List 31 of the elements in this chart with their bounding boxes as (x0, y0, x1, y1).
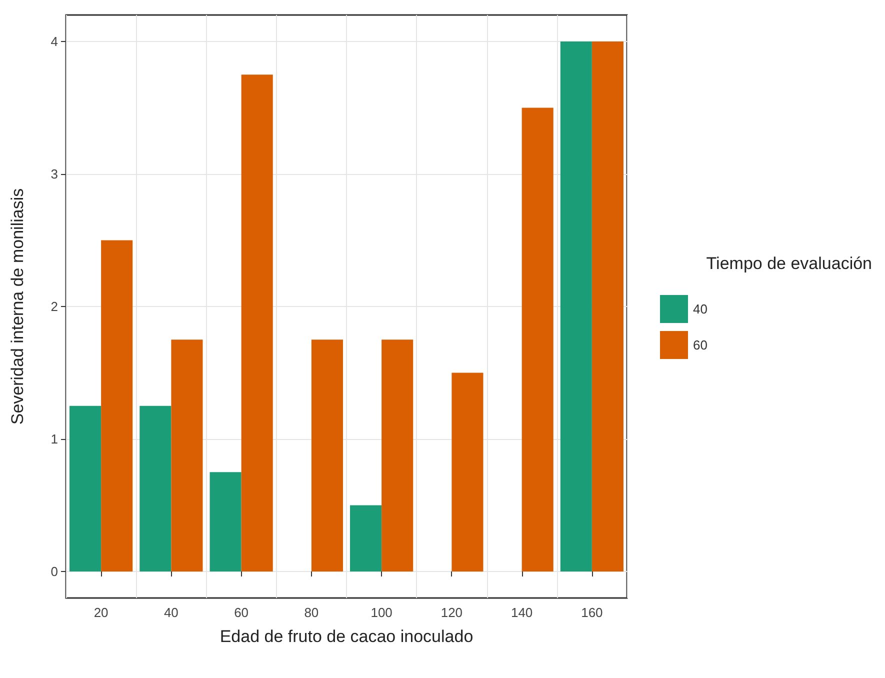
bar (171, 340, 203, 572)
bar (560, 42, 592, 572)
x-tick-label: 60 (234, 605, 249, 620)
legend-label: 60 (693, 338, 708, 352)
y-tick-label: 0 (50, 564, 58, 579)
bar (101, 240, 133, 572)
y-tick-label: 3 (50, 166, 58, 182)
x-tick-label: 80 (304, 605, 319, 620)
y-tick-label: 2 (50, 299, 58, 314)
x-tick-label: 100 (370, 605, 392, 620)
bar (522, 108, 554, 572)
legend-label: 40 (693, 302, 708, 316)
bar (70, 406, 102, 572)
x-tick-label: 140 (510, 605, 533, 620)
y-tick-label: 1 (50, 432, 58, 446)
bar (452, 372, 484, 572)
x-tick-label: 120 (440, 605, 463, 620)
y-tick-label: 4 (50, 34, 58, 49)
bar (241, 74, 273, 572)
bar (311, 340, 343, 572)
y-axis-title: Severidad interna de moniliasis (8, 188, 27, 425)
x-tick-label: 40 (164, 605, 178, 620)
bar (350, 505, 382, 572)
x-tick-label: 20 (94, 605, 108, 620)
bar (140, 406, 172, 572)
bar (210, 472, 242, 572)
bar (592, 42, 624, 572)
legend-title: Tiempo de evaluación (706, 254, 872, 273)
x-tick-label: 160 (581, 605, 603, 620)
x-axis-title: Edad de fruto de cacao inoculado (220, 627, 474, 646)
bar (382, 340, 414, 572)
